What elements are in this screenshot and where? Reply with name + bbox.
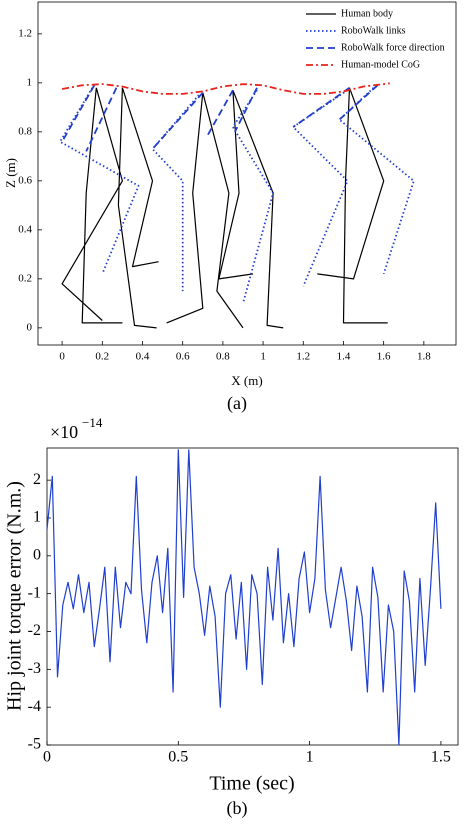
y-tick-label: -3 [28,660,41,677]
caption: (b) [227,798,248,819]
y-axis-label: Hip joint torque error (N.m.) [4,481,26,711]
y-tick-label: 0.4 [18,223,32,235]
y-tick-label: -2 [28,622,41,639]
caption: (a) [227,393,247,414]
x-tick-label: 1.2 [296,351,310,363]
x-tick-label: 1.6 [377,351,391,363]
y-tick-label: -4 [28,698,41,715]
y-axis-label: Z (m) [3,158,18,188]
x-tick-label: 1.4 [337,351,351,363]
chart: 0 0.5 1 1.5 -5 -4 -3 -2 -1 0 1 2 Time (sec) Hip joint… [4,415,459,819]
x-axis-label: X (m) [231,373,262,388]
y-tick-label: 1 [33,509,41,526]
x-tick-label: 0.8 [216,351,230,363]
x-tick-label: 0.6 [176,351,190,363]
y-tick-label: -5 [28,736,41,753]
legend-label: RoboWalk links [341,25,406,36]
x-axis-label: Time (sec) [209,773,294,795]
legend-label: RoboWalk force direction [341,42,445,53]
x-tick-label: 1.5 [431,749,451,766]
y-tick-label: 0.2 [18,272,32,284]
y-tick-label: 0.6 [18,174,32,186]
series-line [61,87,388,329]
legend-label: Human-model CoG [341,59,420,70]
series-line [61,84,379,152]
plot-frame [46,447,459,746]
axis-multiplier-exponent: −14 [82,415,103,430]
x-tick-label: 0.5 [168,749,188,766]
y-tick-label: -1 [28,584,41,601]
series-line [61,82,390,95]
y-tick-label: 1 [27,76,33,88]
y-tick-label: 1.2 [18,27,32,39]
y-tick-label: 0.8 [18,125,32,137]
series-line [59,87,415,304]
x-tick-label: 0.4 [136,351,150,363]
plot-frame [37,1,457,346]
x-tick-label: 1 [260,351,266,363]
x-tick-label: 0.2 [95,351,109,363]
y-tick-label: 0 [33,546,41,563]
legend-label: Human body [341,8,393,19]
y-tick-label: 2 [33,471,41,488]
y-tick-label: 0 [27,321,33,333]
x-tick-label: 0 [59,351,65,363]
series-line [46,449,442,746]
chart: 0 0.2 0.4 0.6 0.8 1 1.2 1.4 1.6 1.8 0 0.2 0.4 0.6 0.8 1… [3,1,457,414]
x-tick-label: 0 [43,749,51,766]
x-tick-label: 1 [306,749,314,766]
x-tick-label: 1.8 [417,351,431,363]
axis-multiplier: ×10 [50,422,78,442]
